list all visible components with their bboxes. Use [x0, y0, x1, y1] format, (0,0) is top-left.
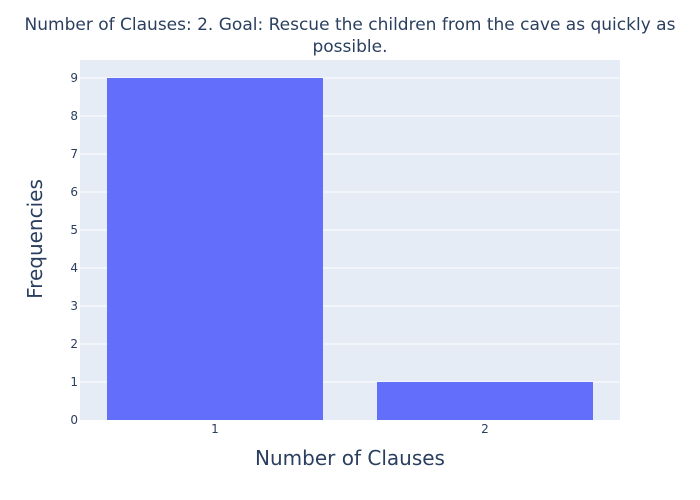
bars [107, 78, 593, 420]
y-tick-label: 3 [70, 299, 78, 313]
bar-1 [107, 78, 323, 420]
y-tick-label: 9 [70, 71, 78, 85]
bar-2 [377, 382, 593, 420]
y-tick-label: 0 [70, 413, 78, 427]
x-tick-label: 2 [481, 422, 489, 436]
y-tick-label: 7 [70, 147, 78, 161]
chart-title-line-1: Number of Clauses: 2. Goal: Rescue the c… [25, 15, 676, 35]
y-tick-label: 5 [70, 223, 78, 237]
y-tick-label: 2 [70, 337, 78, 351]
y-tick-label: 8 [70, 109, 78, 123]
y-tick-label: 1 [70, 375, 78, 389]
y-tick-label: 4 [70, 261, 78, 275]
y-axis-title: Frequencies [23, 179, 47, 299]
y-tick-label: 6 [70, 185, 78, 199]
x-axis-title: Number of Clauses [255, 446, 445, 470]
x-tick-label: 1 [211, 422, 219, 436]
chart-title-line-2: possible. [312, 37, 387, 57]
y-tick-labels: 0 1 2 3 4 5 6 7 8 9 [70, 71, 78, 427]
